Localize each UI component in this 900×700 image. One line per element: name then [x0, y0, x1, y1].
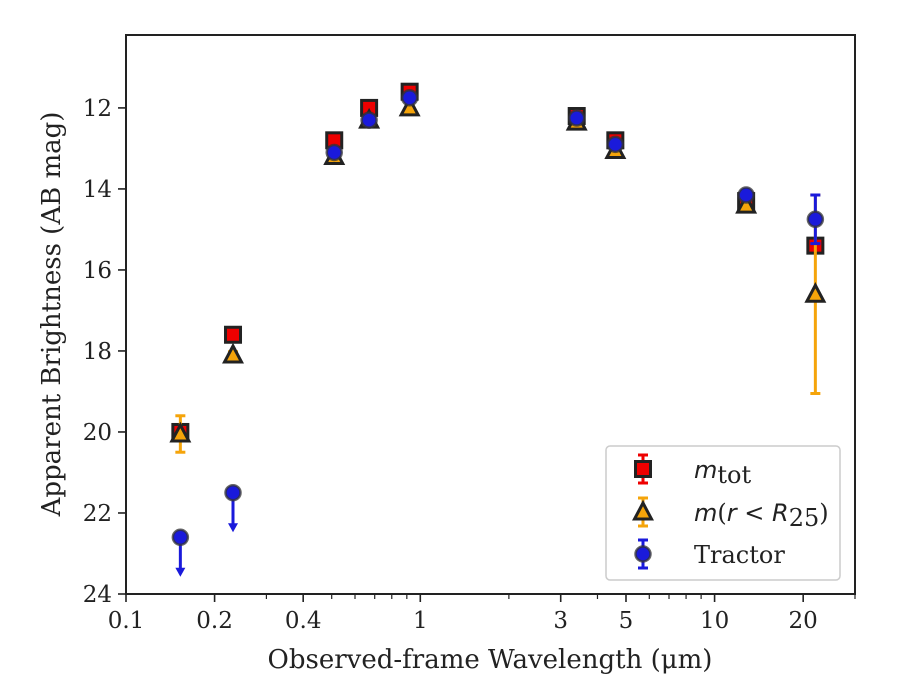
upper-limit-arrow — [175, 567, 186, 577]
x-axis-label: Observed-frame Wavelength (μm) — [268, 645, 713, 675]
y-tick-label: 24 — [83, 582, 112, 608]
upper-limit-arrow — [228, 523, 239, 533]
circle-marker — [400, 89, 419, 107]
data-point — [737, 186, 755, 204]
y-tick-label: 22 — [83, 501, 112, 527]
legend-marker-tractor — [634, 538, 652, 570]
data-point — [169, 414, 192, 454]
triangle-marker — [735, 192, 758, 214]
data-points — [169, 82, 827, 577]
legend-markers — [632, 453, 654, 570]
axis-ticks: 0.1 0.2 0.4 1 3 5 10 20 12 14 16 18 20 22 24 — [83, 96, 856, 634]
legend-label-tractor: Tractor — [694, 541, 785, 569]
x-tick-label: 0.1 — [108, 608, 145, 634]
triangle-marker — [632, 499, 654, 521]
square-marker — [224, 325, 243, 344]
y-axis-label: Apparent Brightness (AB mag) — [37, 112, 67, 518]
y-tick-label: 16 — [83, 258, 112, 284]
circle-marker — [325, 143, 343, 162]
x-tick-label: 1 — [413, 608, 428, 634]
triangle-marker — [222, 342, 245, 364]
data-point — [398, 95, 421, 117]
data-point — [222, 342, 245, 364]
data-point — [171, 528, 190, 577]
legend-frame — [605, 445, 841, 581]
circle-marker — [360, 111, 378, 129]
data-point — [567, 109, 586, 127]
triangle-marker — [804, 282, 827, 303]
x-tick-label: 0.2 — [196, 608, 233, 634]
plot-frame — [125, 34, 856, 595]
data-point — [325, 143, 343, 162]
y-tick-label: 18 — [83, 339, 112, 365]
square-marker — [634, 460, 652, 478]
data-point — [224, 325, 243, 344]
circle-marker — [224, 483, 242, 502]
legend-label-m-r25: m(r < R25) — [694, 499, 829, 532]
data-point — [400, 89, 419, 107]
y-tick-label: 14 — [83, 177, 112, 203]
legend: mtot m(r < R25) Tractor — [605, 445, 841, 581]
circle-marker — [806, 210, 825, 229]
series-tractor — [171, 89, 825, 577]
y-tick-label: 20 — [83, 420, 112, 446]
circle-marker — [567, 109, 586, 127]
circle-marker — [606, 135, 625, 154]
x-tick-label: 3 — [553, 608, 568, 634]
legend-label-m-tot: mtot — [694, 456, 751, 489]
y-tick-label: 12 — [83, 96, 112, 122]
data-point — [806, 193, 825, 246]
data-point — [224, 483, 242, 533]
data-point — [735, 192, 758, 214]
x-tick-label: 10 — [700, 608, 729, 634]
x-tick-label: 20 — [789, 608, 818, 634]
series-m_r25 — [169, 95, 827, 454]
circle-marker — [634, 545, 652, 563]
legend-marker-m_tot — [634, 453, 652, 485]
x-tick-label: 5 — [619, 608, 634, 634]
data-point — [606, 135, 625, 154]
circle-marker — [171, 528, 190, 547]
data-point — [360, 111, 378, 129]
legend-marker-m_r25 — [632, 496, 654, 528]
circle-marker — [737, 186, 755, 204]
x-tick-label: 0.4 — [285, 608, 322, 634]
triangle-marker — [398, 95, 421, 117]
series-m_tot — [171, 82, 825, 441]
triangle-marker — [169, 421, 192, 443]
